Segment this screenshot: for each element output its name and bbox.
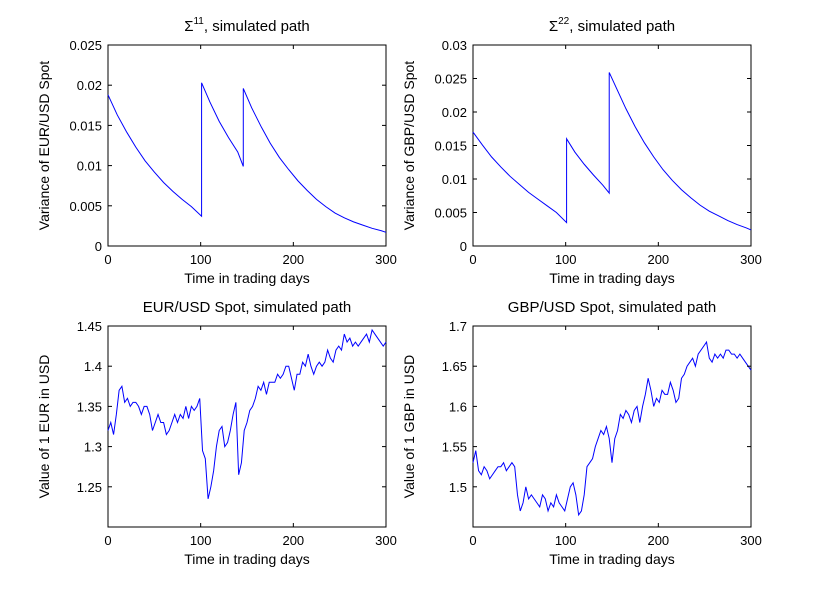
x-tick-label: 200 — [647, 533, 669, 548]
y-tick-label: 1.6 — [449, 399, 467, 414]
y-tick-label: 1.5 — [449, 480, 467, 495]
y-tick-label: 1.35 — [77, 399, 102, 414]
chart-panel-4: 0 100 200 300 1.5 1.55 1.6 1.65 1.7 GBP/USD Spot,… — [401, 299, 762, 567]
x-tick-label: 100 — [555, 252, 577, 267]
chart-panel-1: 0 100 200 300 0 0.005 0.01 0.015 0.02 0.025 Σ11, s… — [36, 16, 397, 286]
x-axis-label: Time in trading days — [184, 551, 310, 567]
x-tick-label: 100 — [555, 533, 577, 548]
y-tick-label: 1.55 — [442, 440, 467, 455]
x-tick-label: 300 — [375, 533, 397, 548]
y-axis-label: Variance of GBP/USD Spot — [401, 61, 417, 230]
plot-area — [472, 44, 752, 247]
x-tick-label: 0 — [104, 533, 111, 548]
y-tick-label: 0.02 — [77, 78, 102, 93]
data-line-sigma22 — [472, 72, 752, 231]
x-tick-label: 200 — [282, 533, 304, 548]
x-tick-label: 0 — [469, 252, 476, 267]
chart-title: Σ22, simulated path — [549, 16, 675, 35]
plot-area — [107, 325, 387, 528]
plot-area — [472, 325, 752, 528]
x-axis-label: Time in trading days — [549, 551, 675, 567]
x-tick-label: 300 — [740, 533, 762, 548]
y-tick-label: 1.7 — [449, 319, 467, 334]
title-symbol: Σ — [549, 18, 558, 35]
y-tick-label: 1.3 — [84, 440, 102, 455]
y-tick-label: 0.01 — [442, 172, 467, 187]
y-axis-label: Variance of EUR/USD Spot — [36, 61, 52, 230]
chart-panel-2: 0 100 200 300 0 0.005 0.01 0.015 0.02 0.025 0.03 Σ2… — [401, 16, 762, 286]
y-tick-label: 0.015 — [69, 118, 102, 133]
title-symbol: Σ — [184, 18, 193, 35]
y-tick-label: 1.65 — [442, 359, 467, 374]
y-tick-label: 0.025 — [69, 38, 102, 53]
y-tick-label: 0.01 — [77, 159, 102, 174]
x-axis-label: Time in trading days — [549, 270, 675, 286]
data-line-sigma11 — [107, 82, 387, 233]
chart-title: EUR/USD Spot, simulated path — [143, 299, 351, 316]
x-axis-label: Time in trading days — [184, 270, 310, 286]
y-tick-label: 0.005 — [434, 206, 467, 221]
x-tick-label: 100 — [190, 533, 212, 548]
x-tick-label: 200 — [282, 252, 304, 267]
y-tick-label: 1.4 — [84, 359, 102, 374]
y-tick-label: 1.25 — [77, 480, 102, 495]
x-tick-label: 0 — [469, 533, 476, 548]
data-line-gbpusd — [472, 340, 752, 517]
y-tick-label: 0.005 — [69, 199, 102, 214]
y-tick-label: 0.025 — [434, 72, 467, 87]
chart-title: GBP/USD Spot, simulated path — [508, 299, 716, 316]
y-tick-label: 0.015 — [434, 139, 467, 154]
y-tick-label: 0 — [460, 239, 467, 254]
chart-panel-3: 0 100 200 300 1.25 1.3 1.35 1.4 1.45 EUR/USD Spot… — [36, 299, 397, 567]
x-tick-label: 100 — [190, 252, 212, 267]
title-rest: , simulated path — [204, 18, 310, 35]
x-tick-label: 0 — [104, 252, 111, 267]
plot-area — [107, 44, 387, 247]
x-tick-label: 200 — [647, 252, 669, 267]
y-tick-label: 0 — [95, 239, 102, 254]
x-tick-label: 300 — [740, 252, 762, 267]
y-tick-label: 1.45 — [77, 319, 102, 334]
y-axis-label: Value of 1 EUR in USD — [36, 355, 52, 499]
title-superscript: 22 — [558, 16, 570, 27]
chart-title: Σ11, simulated path — [184, 16, 310, 35]
title-rest: , simulated path — [569, 18, 675, 35]
y-tick-label: 0.02 — [442, 105, 467, 120]
x-tick-label: 300 — [375, 252, 397, 267]
y-axis-label: Value of 1 GBP in USD — [401, 355, 417, 498]
data-line-eurusd — [107, 328, 387, 499]
y-tick-label: 0.03 — [442, 38, 467, 53]
title-superscript: 11 — [193, 16, 204, 27]
